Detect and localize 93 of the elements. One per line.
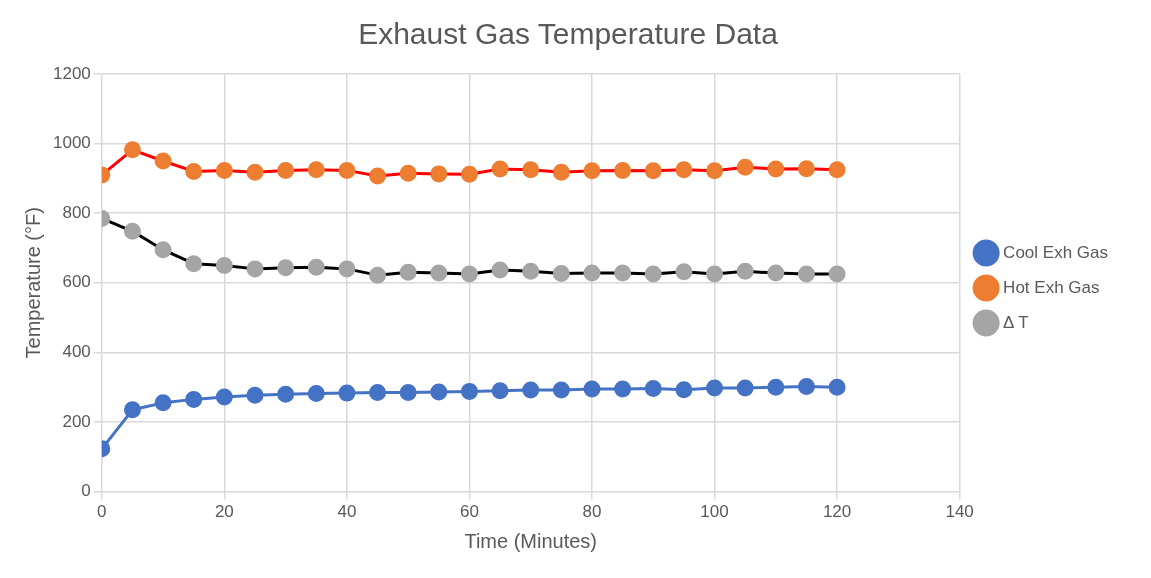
point [123, 141, 141, 159]
point [583, 380, 601, 398]
x-tick-label: 120 [822, 502, 852, 522]
point [246, 386, 264, 404]
point [583, 162, 601, 180]
x-tick-label: 100 [700, 502, 729, 522]
y-tick-label: 400 [62, 342, 91, 362]
y-axis-title: Temperature (°F) [21, 207, 44, 359]
point [522, 161, 540, 179]
y-tick-label: 1200 [52, 63, 91, 83]
point [307, 258, 325, 276]
point [185, 255, 203, 273]
point [491, 382, 509, 400]
point [675, 263, 693, 281]
point [369, 383, 387, 401]
point [706, 379, 724, 397]
point [215, 388, 233, 406]
x-tick-label: 60 [459, 502, 479, 522]
point [460, 265, 478, 283]
point [797, 160, 815, 178]
point [522, 381, 540, 399]
point [491, 160, 509, 178]
point [736, 379, 754, 397]
point [246, 163, 264, 181]
chart-title: Exhaust Gas Temperature Data [358, 17, 779, 51]
point [399, 383, 417, 401]
x-tick-label: 140 [945, 502, 974, 522]
point [307, 384, 325, 402]
point [614, 380, 632, 398]
point [369, 167, 387, 185]
point [430, 264, 448, 282]
point [369, 266, 387, 284]
point [399, 164, 417, 182]
point [338, 260, 356, 278]
point [736, 262, 754, 280]
point [675, 161, 693, 179]
legend-label: Cool Exh Gas [1003, 242, 1109, 262]
point [767, 378, 785, 396]
point [154, 241, 172, 259]
point [123, 401, 141, 419]
point [185, 162, 203, 180]
point [185, 390, 203, 408]
x-tick-label: 40 [337, 502, 357, 522]
x-tick-label: 0 [97, 502, 107, 522]
point [307, 161, 325, 179]
point [123, 222, 141, 240]
x-axis-title: Time (Minutes) [464, 529, 598, 552]
point [277, 161, 295, 179]
point [277, 259, 295, 277]
point [797, 378, 815, 395]
point [215, 161, 233, 179]
x-tick-label: 80 [582, 502, 602, 522]
point [675, 381, 693, 399]
point [491, 261, 509, 279]
legend-label: Hot Exh Gas [1003, 277, 1100, 297]
point [154, 394, 172, 412]
point [828, 265, 846, 283]
point [246, 260, 264, 278]
point [277, 385, 295, 403]
point [552, 163, 570, 181]
point [614, 161, 632, 179]
point [460, 165, 478, 183]
y-tick-label: 600 [62, 272, 91, 292]
point [522, 262, 540, 280]
point [154, 152, 172, 170]
y-tick-label: 0 [81, 481, 91, 501]
point [767, 160, 785, 178]
y-tick-label: 200 [62, 411, 91, 431]
point [430, 383, 448, 401]
point [797, 265, 815, 283]
point [614, 264, 632, 282]
point [430, 165, 448, 183]
y-tick-label: 800 [62, 202, 91, 222]
point [215, 256, 233, 274]
point [552, 381, 570, 399]
point [583, 264, 601, 282]
point [828, 161, 846, 179]
point [460, 382, 478, 400]
point [338, 161, 356, 179]
point [706, 265, 724, 283]
legend-label: Δ T [1003, 312, 1029, 332]
point [338, 384, 356, 402]
point [644, 162, 662, 180]
point [644, 265, 662, 283]
point [767, 264, 785, 282]
point [644, 380, 662, 398]
x-tick-label: 20 [214, 502, 234, 522]
point [552, 264, 570, 282]
point [399, 263, 417, 281]
point [828, 378, 846, 396]
y-tick-label: 1000 [52, 133, 91, 153]
point [736, 158, 754, 176]
point [706, 162, 724, 180]
